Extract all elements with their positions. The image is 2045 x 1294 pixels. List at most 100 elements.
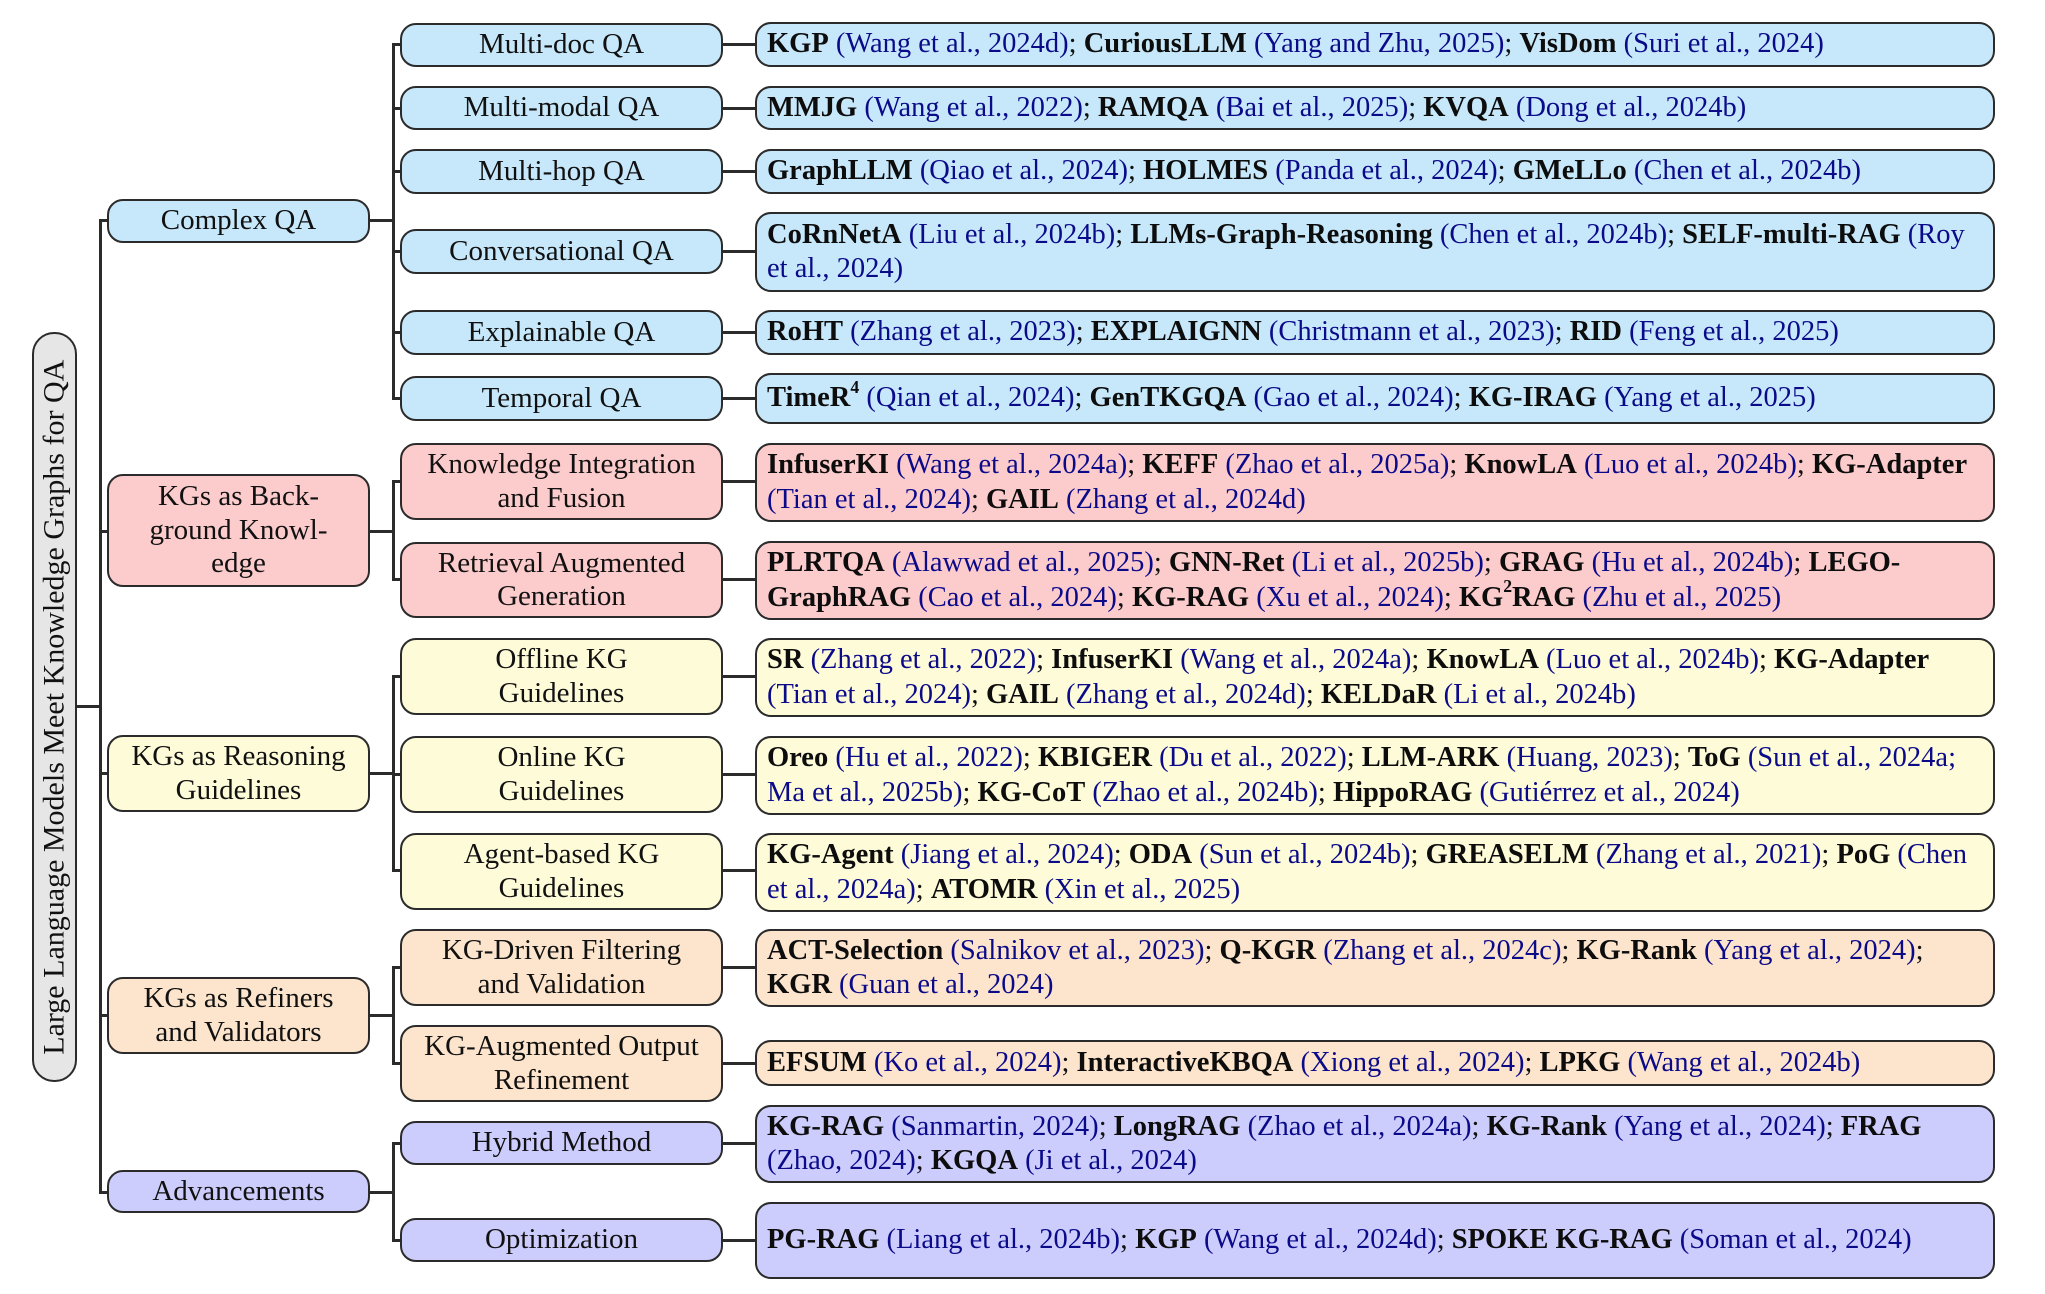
- branch-line: [392, 967, 395, 1064]
- method-name: GAIL: [986, 678, 1059, 710]
- subcategory-label-line: Retrieval Augmented: [437, 546, 686, 579]
- method-name: RoHT: [767, 316, 844, 348]
- methods-conversational-qa: CoRnNetA (Liu et al., 2024b); LLMs-Graph…: [755, 212, 1995, 292]
- method-name: GREASELM: [1425, 839, 1589, 871]
- connector: [723, 250, 756, 253]
- method-citation: (Wang et al., 2024b): [1627, 1046, 1861, 1078]
- subcategory-temporal-qa: Temporal QA: [400, 376, 723, 421]
- methods-multi-modal-qa: MMJG (Wang et al., 2022); RAMQA (Bai et …: [755, 86, 1995, 130]
- connector: [369, 530, 394, 533]
- connector: [392, 675, 401, 678]
- method-name: CoRnNetA: [767, 218, 902, 250]
- subcategory-multi-doc-qa: Multi-doc QA: [400, 23, 723, 67]
- methods-kg-augmented-output: EFSUM (Ko et al., 2024); InteractiveKBQA…: [755, 1040, 1995, 1086]
- method-name: EFSUM: [767, 1046, 867, 1078]
- trunk-tick-3: [99, 1014, 108, 1017]
- method-citation: (Liang et al., 2024b): [886, 1224, 1121, 1256]
- method-citation: (Wang et al., 2024d): [1203, 1224, 1437, 1256]
- method-name: HippoRAG: [1332, 776, 1473, 808]
- connector: [392, 107, 401, 110]
- category-label-line: ground Knowl-: [149, 513, 328, 546]
- connector: [723, 966, 756, 969]
- method-citation: (Christmann et al., 2023): [1268, 316, 1555, 348]
- subcategory-label-line: KG-Augmented Output: [424, 1030, 699, 1063]
- method-name: KG2RAG: [1458, 576, 1576, 613]
- method-name: KG-Rank: [1576, 934, 1697, 966]
- method-name: GAIL: [986, 483, 1059, 515]
- method-name: PLRTQA: [767, 547, 885, 579]
- methods-hybrid-method: KG-RAG (Sanmartin, 2024); LongRAG (Zhao …: [755, 1105, 1995, 1183]
- connector: [392, 773, 401, 776]
- method-name: KnowLA: [1426, 644, 1539, 676]
- subcategory-label: Hybrid Method: [471, 1126, 652, 1159]
- methods-online-kg: Oreo (Hu et al., 2022); KBIGER (Du et al…: [755, 736, 1995, 815]
- method-name: RID: [1569, 316, 1622, 348]
- method-name: KG-Agent: [767, 839, 894, 871]
- connector: [723, 1239, 756, 1242]
- connector: [392, 43, 401, 46]
- method-citation: (Guan et al., 2024): [839, 969, 1054, 1000]
- method-citation: (Yang et al., 2025): [1604, 382, 1816, 414]
- methods-explainable-qa: RoHT (Zhang et al., 2023); EXPLAIGNN (Ch…: [755, 310, 1995, 355]
- method-citation: (Panda et al., 2024): [1275, 155, 1498, 187]
- category-label-line: KGs as Refiners: [143, 982, 334, 1015]
- method-citation: (Cao et al., 2024): [918, 581, 1117, 613]
- connector: [392, 250, 401, 253]
- methods-multi-hop-qa: GraphLLM (Qiao et al., 2024); HOLMES (Pa…: [755, 149, 1995, 194]
- methods-agent-based-kg: KG-Agent (Jiang et al., 2024); ODA (Sun …: [755, 833, 1995, 912]
- method-citation: (Chen et al., 2024b): [1633, 155, 1861, 187]
- method-citation: (Alawwad et al., 2025): [891, 547, 1154, 579]
- method-citation: (Zhao et al., 2024b): [1092, 776, 1318, 808]
- method-name: LLM-ARK: [1361, 742, 1500, 774]
- subcategory-label: Multi-hop QA: [478, 154, 645, 187]
- method-name: ToG: [1687, 742, 1741, 774]
- method-name: LEGO-GraphRAG: [767, 547, 1901, 613]
- method-citation: (Wang et al., 2024d): [835, 28, 1069, 60]
- method-citation: (Qiao et al., 2024): [919, 155, 1128, 187]
- method-name: SR: [767, 644, 804, 676]
- method-citation: (Luo et al., 2024b): [1546, 644, 1759, 676]
- category-background-knowledge: KGs as Back- ground Knowl- edge: [107, 474, 370, 587]
- method-name: RAMQA: [1097, 91, 1209, 123]
- connector: [723, 480, 756, 483]
- method-name: KELDaR: [1320, 678, 1437, 710]
- subcategory-label: Optimization: [484, 1223, 639, 1256]
- method-citation: (Du et al., 2022): [1159, 742, 1347, 774]
- connector: [392, 331, 401, 334]
- subcategory-label-line: Knowledge Integration: [427, 448, 696, 481]
- connector: [723, 107, 756, 110]
- method-name: GNN-Ret: [1168, 547, 1285, 579]
- subcategory-label-line: KG-Driven Filtering: [441, 934, 682, 967]
- methods-text: PLRTQA (Alawwad et al., 2025); GNN-Ret (…: [767, 547, 1901, 613]
- method-citation: (Wang et al., 2022): [864, 91, 1083, 123]
- method-name: PG-RAG: [767, 1224, 880, 1256]
- method-name: KnowLA: [1464, 449, 1577, 481]
- method-citation: (Xin et al., 2025): [1044, 873, 1241, 905]
- subcategory-label-line: Offline KG: [495, 643, 628, 676]
- connector: [723, 43, 756, 46]
- category-reasoning-guidelines: KGs as Reasoning Guidelines: [107, 735, 370, 812]
- methods-text: PG-RAG (Liang et al., 2024b); KGP (Wang …: [767, 1224, 1912, 1256]
- method-citation: (Yang and Zhu, 2025): [1253, 28, 1505, 60]
- method-name: KGP: [767, 28, 829, 60]
- method-name: InteractiveKBQA: [1076, 1046, 1294, 1078]
- subcategory-label-line: Agent-based KG: [463, 838, 660, 871]
- method-citation: (Jiang et al., 2024): [900, 839, 1114, 871]
- subcategory-offline-kg-guidelines: Offline KG Guidelines: [400, 638, 723, 715]
- method-name: GraphLLM: [767, 155, 913, 187]
- method-name: GRAG: [1498, 547, 1585, 579]
- connector: [369, 772, 394, 775]
- methods-text: KG-RAG (Sanmartin, 2024); LongRAG (Zhao …: [767, 1110, 1922, 1176]
- subcategory-label: Multi-doc QA: [478, 28, 645, 61]
- connector: [723, 675, 756, 678]
- method-name: KG-Adapter: [1773, 644, 1930, 676]
- method-name: KEFF: [1142, 449, 1219, 481]
- subcategory-label-line: and Fusion: [497, 481, 626, 514]
- methods-optimization: PG-RAG (Liang et al., 2024b); KGP (Wang …: [755, 1202, 1995, 1279]
- connector: [723, 1142, 756, 1145]
- root-node: Large Language Models Meet Knowledge Gra…: [32, 332, 77, 1082]
- method-citation: (Sun et al., 2024a; Ma et al., 2025b): [767, 742, 1956, 808]
- connector: [723, 1062, 756, 1065]
- method-citation: (Gutiérrez et al., 2024): [1479, 776, 1740, 808]
- method-citation: (Ko et al., 2024): [873, 1046, 1062, 1078]
